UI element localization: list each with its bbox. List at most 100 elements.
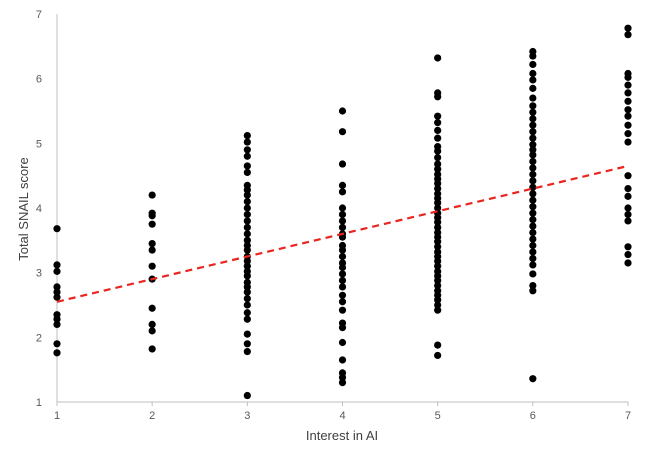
data-point [53,283,61,291]
plot-area: 1 2 3 4 5 6 7 1 2 3 4 5 6 7 [36,9,632,422]
data-point [529,141,537,149]
data-point [529,203,537,211]
data-point [624,204,632,212]
data-point [338,291,347,299]
data-point [338,356,347,364]
data-point [148,246,156,254]
data-point [338,379,347,387]
data-point [243,294,251,303]
data-point [243,197,251,206]
data-point [338,252,347,261]
data-point [529,151,537,159]
data-point [243,347,251,356]
data-point [148,262,156,270]
data-point [624,243,632,251]
data-point [338,217,347,225]
data-point [624,73,632,81]
data-point [529,216,537,224]
y-tick-label: 1 [36,397,42,409]
data-point [624,97,632,105]
data-point [338,246,347,254]
data-point [434,223,442,231]
data-point [53,225,61,233]
data-point [624,138,632,146]
data-point [338,263,347,272]
data-point [529,128,537,136]
data-point [529,241,537,250]
data-point [148,220,156,228]
x-axis-title: Interest in AI [306,428,378,443]
data-point [434,257,442,265]
data-point [624,89,632,97]
data-point [53,261,61,269]
data-point [338,107,347,115]
data-point [434,93,442,101]
y-tick-label: 6 [36,74,42,86]
data-point [529,282,537,290]
data-point [434,153,442,162]
data-point [243,246,251,254]
data-point [529,115,537,123]
x-tick-label: 6 [530,410,536,422]
data-point [243,217,251,225]
data-point [529,134,537,142]
data-point [624,172,632,180]
data-point [529,196,537,204]
data-point [338,270,347,278]
data-point [148,239,156,248]
data-point [243,131,251,140]
data-point [624,106,632,114]
data-point [529,183,537,191]
data-point [529,108,537,116]
x-tick-label: 4 [339,410,345,422]
data-point [624,217,632,225]
data-point [243,272,251,280]
data-point [243,301,251,309]
data-point [624,121,632,129]
data-point [529,190,537,198]
data-point [338,298,347,306]
data-point [624,112,632,120]
data-point [434,185,442,193]
data-point [434,218,442,226]
y-tick-label: 4 [36,203,42,215]
data-point [53,315,61,323]
y-axis-title: Total SNAIL score [16,157,31,261]
data-point [529,60,537,69]
data-point [434,282,442,290]
data-point [529,146,537,154]
data-point [148,327,156,335]
data-point [243,162,251,170]
data-point [148,320,156,328]
data-point [529,157,537,166]
data-point [243,152,251,160]
data-point [434,112,442,120]
data-point [338,306,347,314]
data-point [529,287,537,295]
y-tick-label: 5 [36,138,42,150]
data-point [338,160,347,168]
data-point [434,341,442,349]
data-point [338,283,347,291]
x-tick-label: 5 [435,410,441,422]
data-point [434,199,442,207]
data-point [243,262,251,270]
data-point [243,230,251,238]
data-point [529,254,537,263]
data-point [148,191,156,199]
data-point [338,324,347,332]
data-point [434,204,442,212]
data-point [434,165,442,173]
data-point [529,102,537,110]
data-point [529,94,537,102]
data-point [434,351,442,360]
data-point [434,126,442,134]
data-point [434,301,442,309]
data-point [624,185,632,193]
data-point [529,52,537,60]
data-point [243,330,251,338]
data-point [434,238,442,246]
data-point [434,160,442,168]
data-point [148,212,156,220]
